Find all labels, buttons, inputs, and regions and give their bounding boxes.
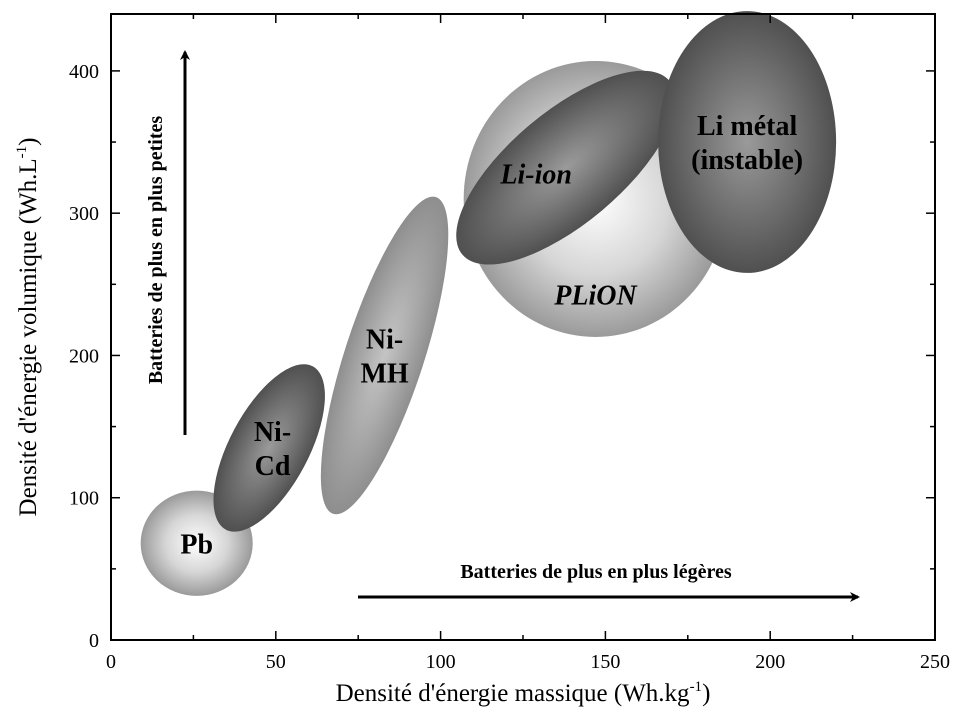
region-label-nicd: Ni-Cd — [254, 417, 291, 482]
region-ellipse-limetal — [658, 11, 837, 273]
region-label-liion: Li-ion — [499, 159, 572, 190]
x-tick-label: 100 — [426, 651, 456, 673]
region-liion — [456, 70, 676, 265]
y-tick-label: 100 — [69, 488, 99, 510]
region-ellipse-liion — [456, 70, 676, 265]
region-label-limetal: Li métal (instable) — [691, 111, 803, 176]
y-tick-label: 200 — [69, 345, 99, 367]
x-tick-label: 0 — [106, 651, 116, 673]
x-axis-ticks: 0 50 100 150 200 250 — [106, 14, 950, 673]
arrow-annotations: Batteries de plus en plus légères Batteri… — [145, 50, 860, 602]
x-tick-label: 200 — [755, 651, 785, 673]
x-tick-label: 150 — [590, 651, 620, 673]
x-tick-label: 50 — [266, 651, 286, 673]
region-ellipse-nimh — [320, 196, 449, 515]
region-label-nimh: Ni-MH — [360, 324, 408, 389]
region-label-plion: PLiON — [553, 280, 638, 311]
x-tick-label: 250 — [920, 651, 950, 673]
y-tick-label: 0 — [89, 630, 99, 652]
y-axis-ticks: 0 100 200 300 400 — [69, 61, 935, 652]
region-ellipse-nicd — [213, 364, 325, 532]
region-nicd — [213, 364, 325, 532]
y-tick-label: 400 — [69, 61, 99, 83]
x-axis-title: Densité d'énergie massique (Wh.kg-1) — [336, 679, 711, 707]
region-nimh — [320, 196, 449, 515]
region-label-pb: Pb — [180, 529, 213, 560]
y-tick-label: 300 — [69, 203, 99, 225]
region-limetal — [658, 11, 837, 273]
y-axis-title: Densité d'énergie volumique (Wh.L-1) — [14, 138, 42, 517]
battery-regions: Pb Ni-Cd Ni-MH PLiON Li-ion Li métal (instable… — [140, 11, 837, 596]
arrow-x-label: Batteries de plus en plus légères — [460, 561, 732, 583]
arrow-y-label: Batteries de plus en plus petites — [145, 116, 167, 385]
